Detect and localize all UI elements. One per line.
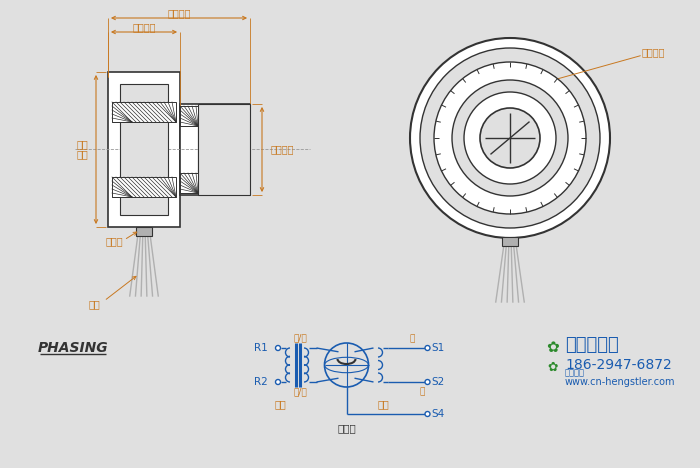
Circle shape	[276, 345, 281, 351]
Text: 转子内径: 转子内径	[642, 47, 666, 57]
Text: 红/白: 红/白	[293, 334, 307, 343]
Circle shape	[420, 48, 600, 228]
Circle shape	[425, 345, 430, 351]
Text: ✿: ✿	[547, 360, 559, 373]
Text: www.cn-hengstler.com: www.cn-hengstler.com	[565, 377, 676, 387]
Text: S4: S4	[431, 409, 444, 419]
Bar	[112, 177, 176, 197]
Text: 副边: 副边	[377, 399, 389, 409]
Text: 原理图: 原理图	[337, 423, 356, 433]
Bar	[180, 104, 250, 195]
Circle shape	[434, 62, 586, 214]
Circle shape	[276, 380, 281, 385]
Bar	[502, 237, 518, 246]
Bar	[108, 72, 180, 227]
Text: 黑: 黑	[420, 388, 425, 396]
Circle shape	[464, 92, 556, 184]
Text: 黑/白: 黑/白	[293, 388, 307, 396]
Text: PHASING: PHASING	[38, 341, 108, 355]
Text: 转子外径: 转子外径	[270, 145, 294, 154]
Text: 西安德伍拓: 西安德伍拓	[565, 336, 619, 354]
Text: 外径: 外径	[76, 149, 88, 160]
Text: ✿: ✿	[547, 341, 559, 356]
Bar	[120, 84, 168, 215]
Text: 186-2947-6872: 186-2947-6872	[565, 358, 672, 372]
Circle shape	[452, 80, 568, 196]
Text: 原边: 原边	[274, 399, 286, 409]
Circle shape	[480, 108, 540, 168]
Bar	[136, 227, 152, 236]
Text: S2: S2	[431, 377, 444, 387]
Bar	[180, 173, 198, 193]
Bar	[112, 102, 176, 122]
Text: 转子长度: 转子长度	[167, 8, 190, 18]
Circle shape	[425, 380, 430, 385]
Text: 外屺长度: 外屺长度	[132, 22, 155, 32]
Text: R1: R1	[254, 343, 268, 353]
Text: S1: S1	[431, 343, 444, 353]
Text: 外屺: 外屺	[76, 139, 88, 149]
Circle shape	[425, 411, 430, 417]
Text: R2: R2	[254, 377, 268, 387]
Circle shape	[410, 38, 610, 238]
Bar	[198, 104, 250, 195]
Text: 定子副边: 定子副边	[565, 368, 585, 378]
Bar	[180, 106, 198, 126]
Text: 红: 红	[410, 335, 415, 344]
Text: 安装段: 安装段	[105, 236, 122, 246]
Text: 出线: 出线	[88, 299, 100, 309]
